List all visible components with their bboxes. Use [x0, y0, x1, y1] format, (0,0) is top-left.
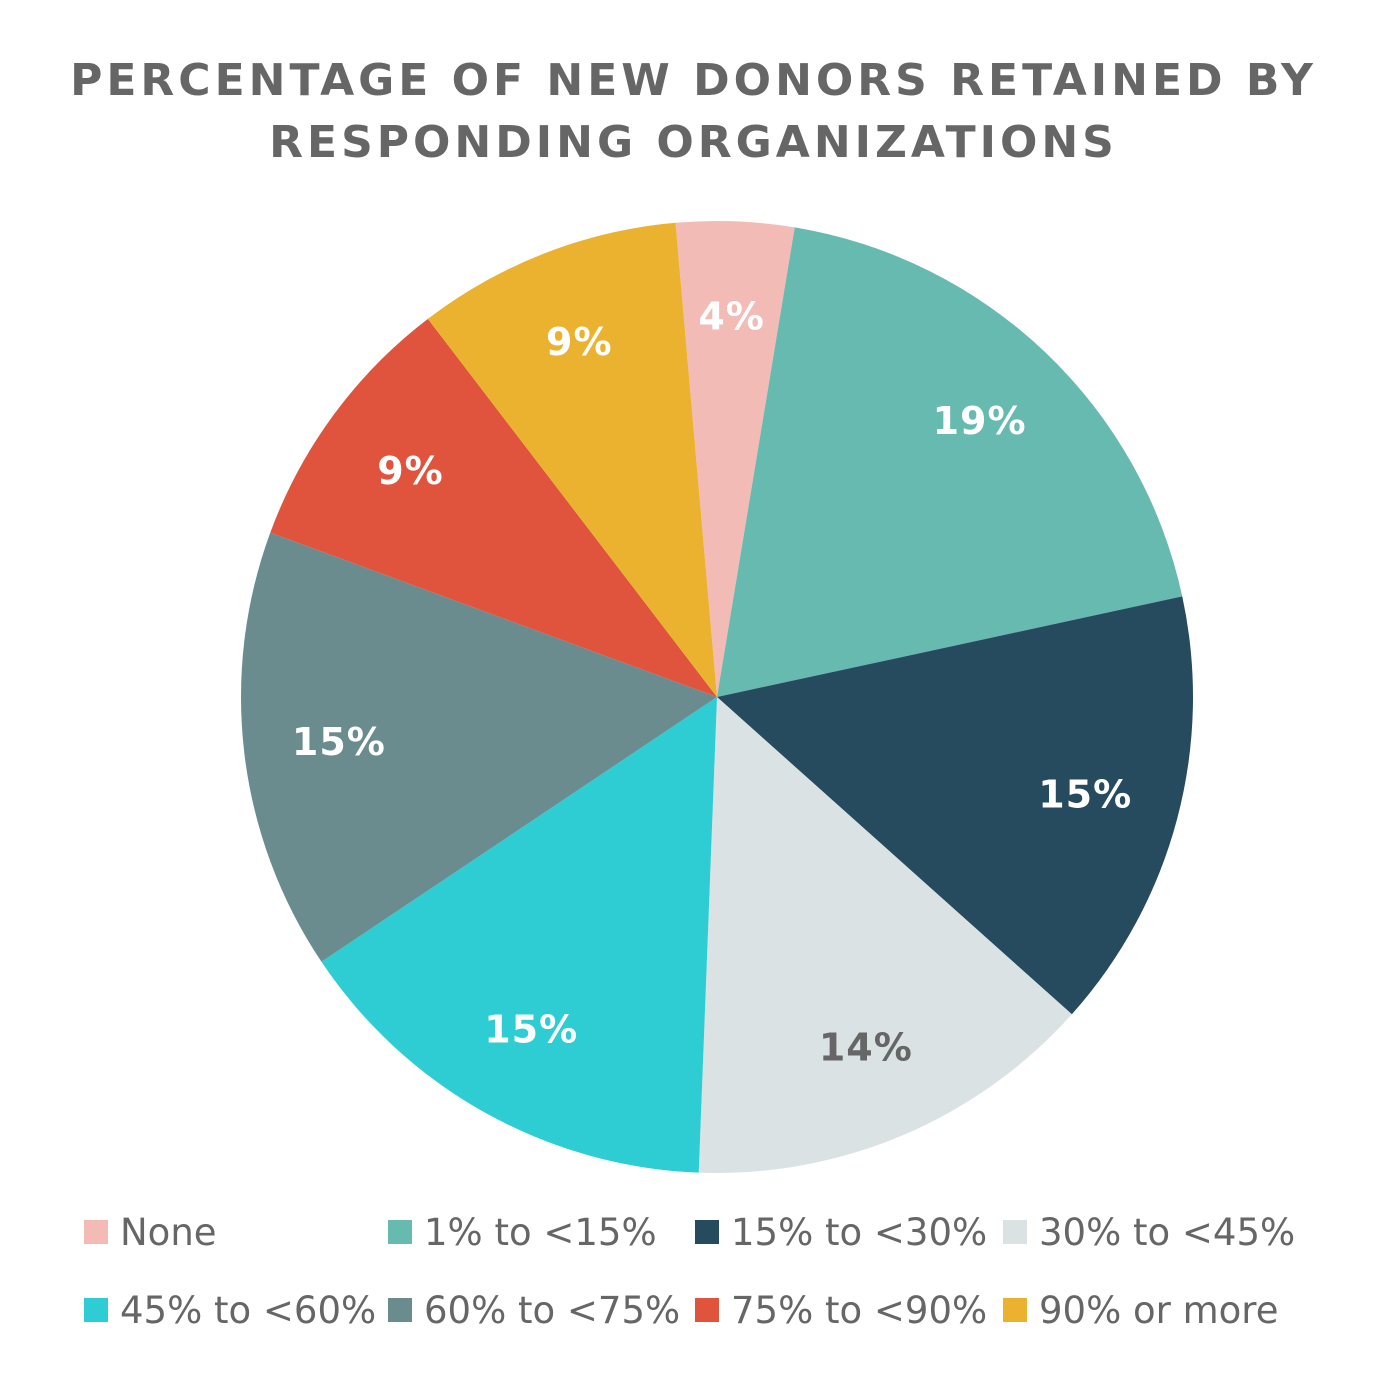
pie-slice-3 [717, 596, 1194, 1015]
chart-title-line-2: RESPONDING ORGANIZATIONS [269, 117, 1118, 168]
chart-title-line-1: PERCENTAGE OF NEW DONORS RETAINED BY [70, 55, 1317, 106]
chart-title: PERCENTAGE OF NEW DONORS RETAINED BY RES… [0, 50, 1387, 174]
pie-slice-label-2: 19% [933, 399, 1027, 443]
pie-slice-label-5: 15% [484, 1007, 578, 1051]
pie-slice-4 [698, 697, 1072, 1174]
pie-slice-8 [427, 222, 717, 697]
pie-slice-label-4: 14% [819, 1026, 913, 1070]
pie-slice-5 [321, 697, 717, 1173]
pie-slice-label-6: 15% [292, 720, 386, 764]
pie-slice-2 [717, 227, 1183, 697]
pie-slice-label-7: 9% [377, 449, 444, 493]
pie-slice-7 [270, 318, 717, 697]
pie-slice-1 [675, 220, 795, 697]
pie-slice-6 [241, 532, 717, 962]
pie-slice-label-8: 9% [546, 320, 613, 364]
pie-slice-label-1: 4% [698, 295, 765, 339]
pie-slice-label-3: 15% [1038, 772, 1132, 816]
